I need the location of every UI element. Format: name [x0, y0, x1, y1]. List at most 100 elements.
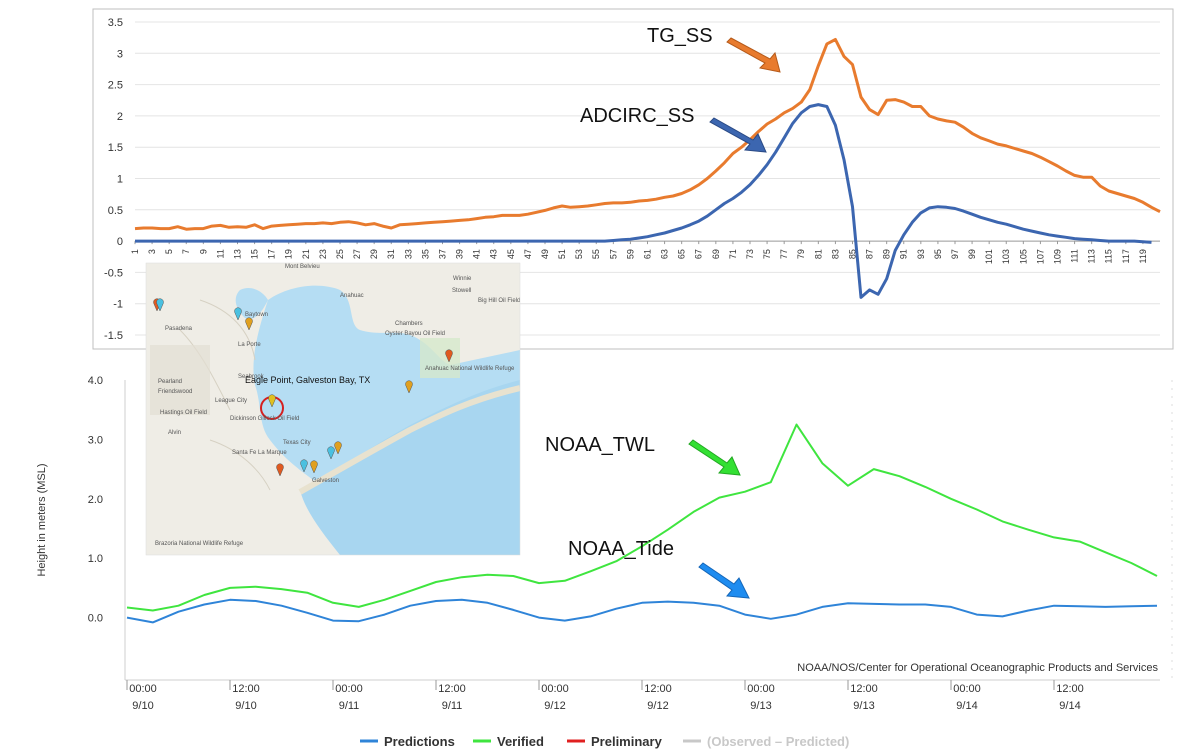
adcirc-ss-line	[135, 103, 1152, 299]
top-x-tick-label: 83	[830, 249, 840, 259]
bottom-x-tick-time: 12:00	[438, 683, 466, 695]
bottom-x-tick-date: 9/14	[956, 700, 977, 712]
top-x-tick-label: 59	[625, 249, 635, 259]
map-title: Eagle Point, Galveston Bay, TX	[245, 375, 370, 385]
top-x-tick-label: 61	[643, 249, 653, 259]
map-frame	[145, 262, 521, 556]
top-x-tick-label: 113	[1087, 249, 1097, 263]
top-x-tick-label: 43	[489, 249, 499, 259]
bottom-x-tick-date: 9/14	[1059, 700, 1080, 712]
galveston-island	[298, 385, 520, 495]
bottom-x-tick-time: 00:00	[129, 683, 157, 695]
station-pin-icon	[445, 349, 453, 363]
top-x-tick-label: 45	[506, 249, 516, 259]
urban-area	[150, 345, 210, 415]
top-x-tick-label: 71	[728, 249, 738, 259]
top-x-tick-label: 21	[301, 249, 311, 259]
bottom-series-lines	[126, 423, 1158, 624]
bottom-x-tick-date: 9/13	[853, 700, 874, 712]
station-pin-icon	[327, 446, 335, 460]
station-pin-icon	[310, 460, 318, 474]
predictions-line	[126, 598, 1158, 624]
top-y-tick-label: 0.5	[108, 205, 123, 217]
map-place-label: Mont Belvieu	[285, 264, 320, 270]
bottom-x-tick-time: 12:00	[1056, 683, 1084, 695]
top-x-tick-label: 11	[215, 249, 225, 258]
top-x-tick-label: 5	[164, 249, 174, 254]
bottom-chart: 4.0 3.0 2.0 1.0 0.0 00:00 9/10 12:00 9/10 00:00 9…	[36, 375, 1173, 749]
map-place-label: Texas City	[283, 440, 311, 446]
top-x-tick-label: 73	[745, 249, 755, 259]
top-x-tick-label: 49	[540, 249, 550, 259]
bottom-x-tick-time: 12:00	[850, 683, 878, 695]
top-x-tick-label: 85	[848, 249, 858, 259]
top-x-tick-label: 41	[472, 249, 482, 259]
top-x-tick-label: 81	[813, 249, 823, 259]
bottom-y-tick-label: 0.0	[88, 613, 103, 625]
top-y-tick-label: 2.5	[108, 80, 123, 92]
top-y-tick-label: 2	[117, 111, 123, 123]
map-place-label: Baytown	[245, 312, 268, 318]
map-place-label: Pearland	[158, 379, 182, 385]
map-place-label: Anahuac	[340, 293, 364, 299]
map-place-label: Friendswood	[158, 389, 192, 395]
map-place-label: Seabrook	[238, 374, 265, 380]
bottom-x-tick-date: 9/10	[235, 700, 256, 712]
map-place-label: Pasadena	[165, 326, 193, 332]
top-y-tick-label: 1.5	[108, 142, 123, 154]
legend-preliminary[interactable]: Preliminary	[567, 734, 663, 749]
top-x-tick-label: 63	[660, 249, 670, 259]
top-x-tick-label: 65	[677, 249, 687, 259]
top-x-tick-label: 79	[796, 249, 806, 259]
map-inset[interactable]: Eagle Point, Galveston Bay, TX Mont Belv…	[145, 262, 521, 556]
top-x-tick-label: 99	[967, 249, 977, 259]
top-x-tick-label: 75	[762, 249, 772, 259]
top-y-tick-label: 3	[117, 48, 123, 60]
adcirc-ss-arrow	[709, 117, 767, 153]
map-place-label: Oyster Bayou Oil Field	[385, 331, 445, 337]
bay-north-water	[235, 288, 268, 319]
bottom-y-tick-label: 2.0	[88, 494, 103, 506]
svg-text:Verified: Verified	[497, 734, 544, 749]
top-x-tick-label: 117	[1121, 249, 1131, 263]
top-y-tick-label: -1	[113, 299, 123, 311]
legend-observed-predicted[interactable]: (Observed – Predicted)	[683, 734, 849, 749]
bottom-x-tick-time: 00:00	[747, 683, 775, 695]
station-pin-icon	[156, 298, 164, 312]
top-x-tick-label: 51	[557, 249, 567, 259]
noaa-credit: NOAA/NOS/Center for Operational Oceanogr…	[797, 662, 1158, 674]
map-place-label: La Marque	[258, 450, 287, 456]
bottom-x-tick-labels: 00:00 9/10 12:00 9/10 00:00 9/11 12:00 9/11 00:0…	[126, 680, 1084, 712]
station-pin-icon	[276, 463, 284, 477]
noaa-twl-annotation: NOAA_TWL	[545, 434, 655, 456]
top-x-tick-label: 95	[933, 249, 943, 259]
top-x-tick-label: 1	[130, 249, 140, 254]
map-place-label: Stowell	[452, 288, 471, 294]
top-x-tick-label: 91	[899, 249, 909, 259]
top-x-tick-label: 35	[420, 249, 430, 259]
top-x-tick-label: 23	[318, 249, 328, 259]
top-x-tick-label: 89	[882, 249, 892, 259]
map-place-label: Hastings Oil Field	[160, 410, 207, 416]
top-x-tick-label: 111	[1070, 249, 1080, 263]
top-x-tick-label: 77	[779, 249, 789, 259]
top-x-tick-label: 69	[711, 249, 721, 259]
legend-verified[interactable]: Verified	[473, 734, 544, 749]
station-pin-icon	[234, 307, 242, 321]
bottom-x-tick-date: 9/10	[132, 700, 153, 712]
station-pin-icon	[334, 441, 342, 455]
svg-text:Predictions: Predictions	[384, 734, 455, 749]
bottom-x-tick-date: 9/13	[750, 700, 771, 712]
top-x-tick-label: 105	[1018, 249, 1028, 264]
top-x-tick-label: 19	[284, 249, 294, 259]
top-x-tick-label: 47	[523, 249, 533, 259]
tg-ss-arrow	[726, 37, 781, 73]
top-y-tick-label: -0.5	[104, 267, 123, 279]
top-x-tick-label: 103	[1001, 249, 1011, 264]
top-x-tick-label: 115	[1104, 249, 1114, 263]
top-x-tick-label: 15	[250, 249, 260, 259]
top-x-tick-label: 29	[369, 249, 379, 259]
top-x-tick-labels: 1 3 5 7 9 11 13 15 17 19 21 23 25 27 29 31 33 35 37 39 41 43 4…	[130, 241, 1148, 264]
legend-predictions[interactable]: Predictions	[360, 734, 455, 749]
bottom-y-tick-label: 4.0	[88, 375, 103, 387]
